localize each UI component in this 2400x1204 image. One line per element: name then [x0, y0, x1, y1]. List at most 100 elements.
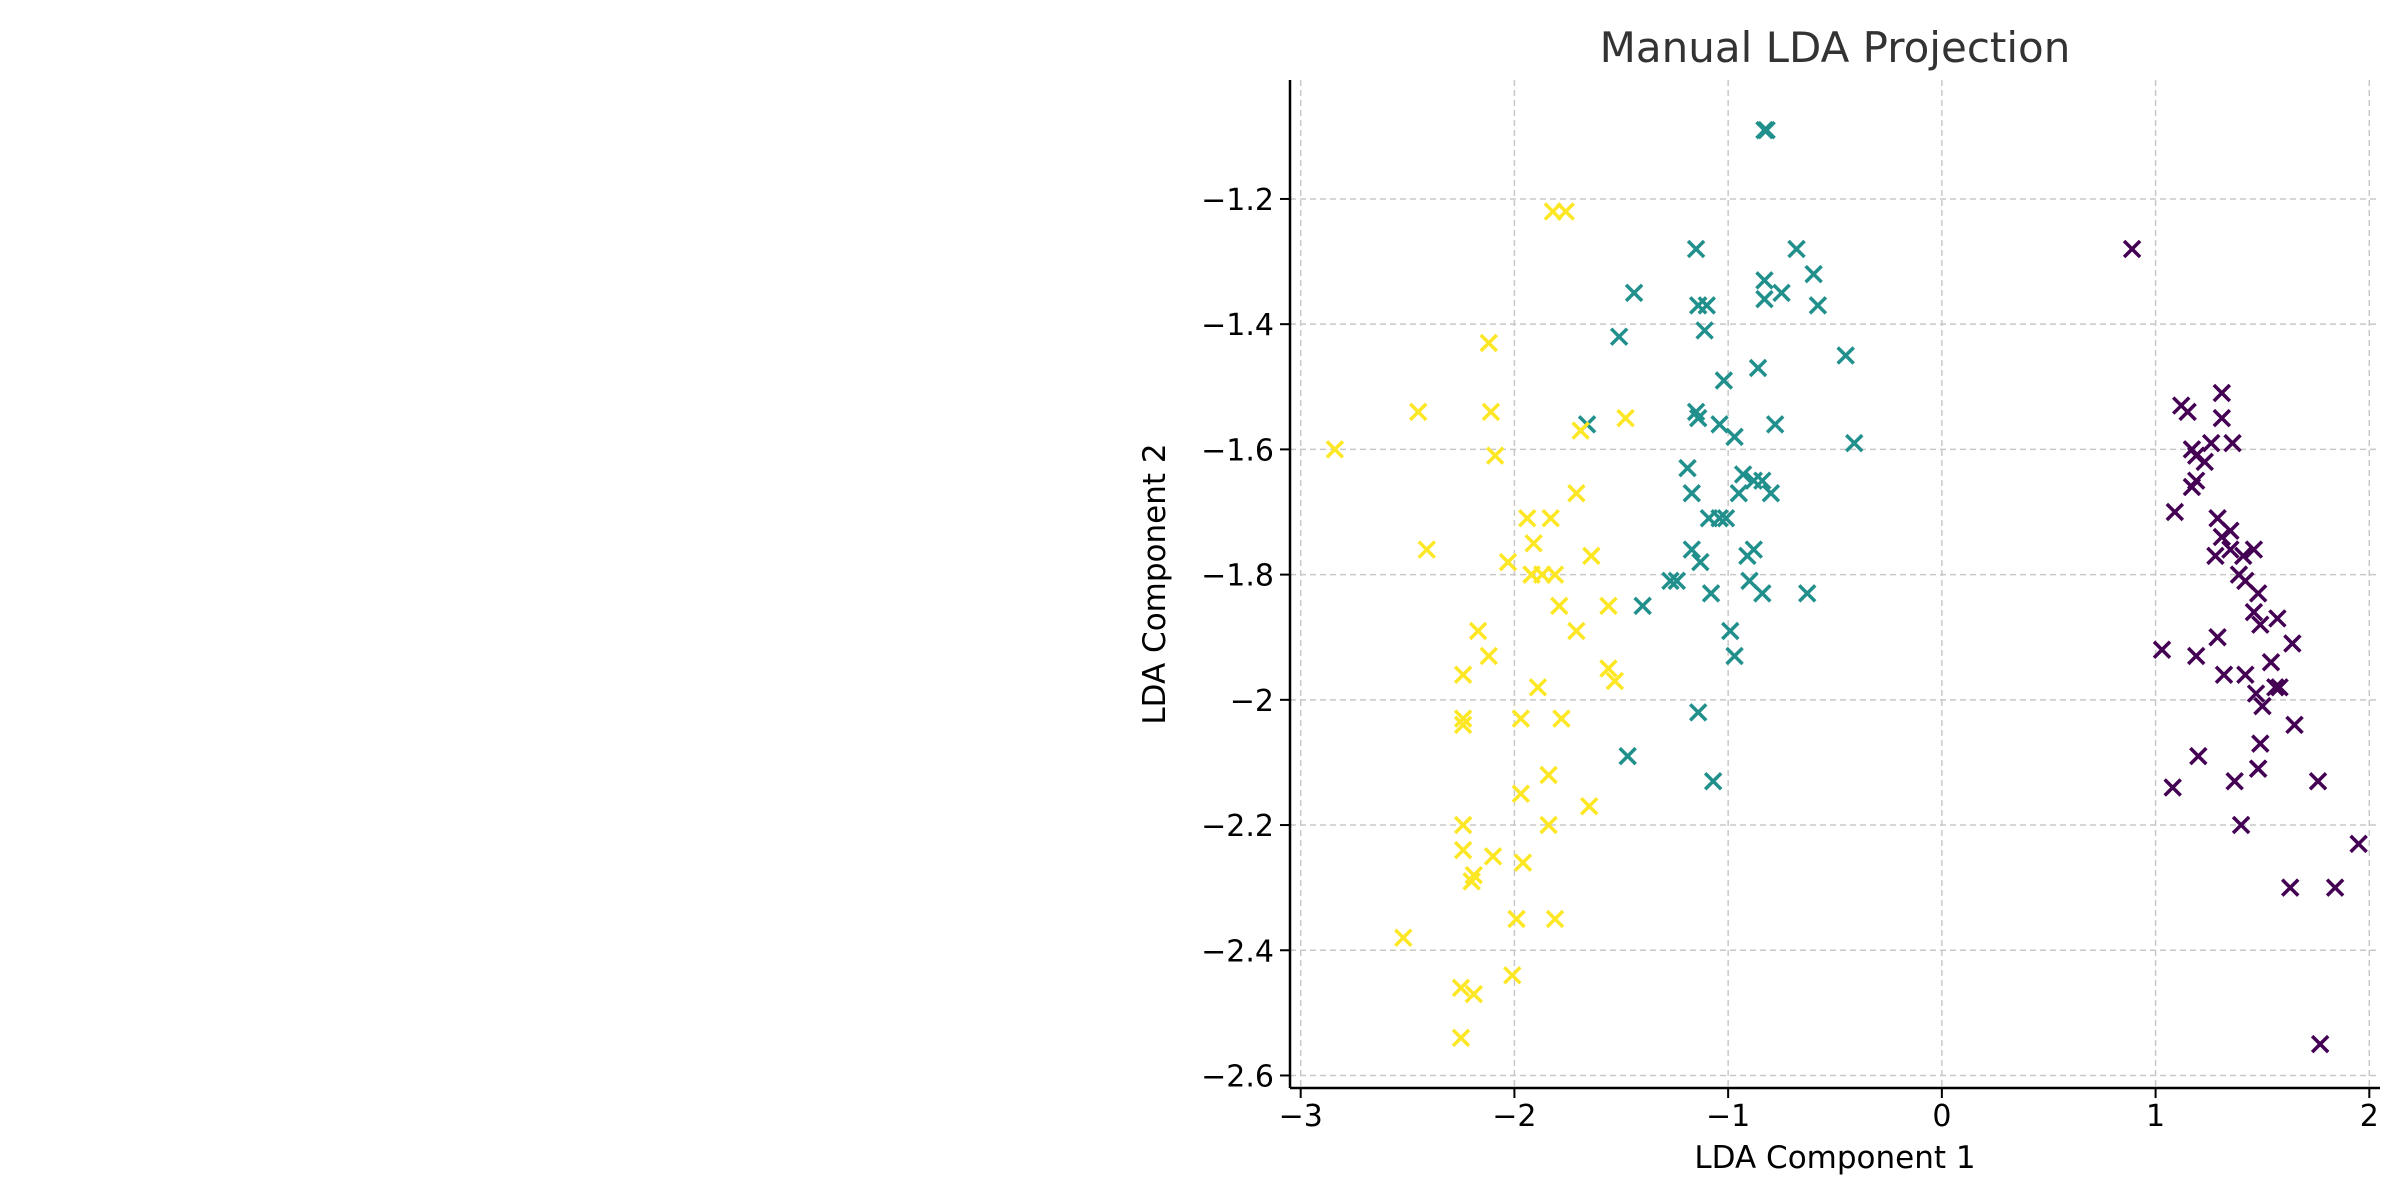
- data-point: [1451, 978, 1471, 998]
- data-point: [1479, 646, 1498, 666]
- x-tick-label: 1: [2146, 1099, 2165, 1134]
- data-point: [1682, 540, 1702, 559]
- data-point: [2325, 878, 2345, 897]
- y-axis-label: LDA Component 2: [1137, 443, 1173, 724]
- data-point: [1599, 659, 1618, 678]
- data-point: [1686, 239, 1706, 259]
- data-point: [1552, 709, 1571, 728]
- data-point: [2236, 665, 2255, 685]
- data-point: [2186, 471, 2206, 490]
- data-point: [1464, 984, 1484, 1004]
- data-point: [1753, 471, 1772, 490]
- data-point: [1556, 202, 1575, 221]
- data-point: [2214, 665, 2234, 685]
- data-point: [1485, 446, 1505, 465]
- data-point: [2285, 715, 2304, 735]
- data-point: [2212, 408, 2232, 428]
- data-point: [1511, 709, 1531, 728]
- data-points: [1325, 120, 2368, 1054]
- data-point: [1507, 909, 1526, 929]
- data-point: [1539, 765, 1558, 785]
- data-point: [1667, 571, 1687, 591]
- x-axis-label: LDA Component 1: [1694, 1140, 1975, 1176]
- data-point: [1567, 621, 1586, 641]
- data-point: [1417, 540, 1437, 559]
- data-point: [1513, 853, 1533, 872]
- data-point: [1755, 271, 1774, 290]
- data-point: [1479, 333, 1498, 353]
- data-point: [1688, 296, 1708, 315]
- data-point: [1545, 565, 1565, 584]
- data-point: [2208, 627, 2227, 647]
- data-point: [1697, 296, 1716, 315]
- x-tick-label: −2: [1492, 1099, 1536, 1134]
- data-point: [1688, 408, 1708, 428]
- y-tick-label: −1.2: [1201, 183, 1274, 218]
- data-point: [1453, 815, 1473, 835]
- data-point: [2248, 759, 2268, 778]
- data-point: [1522, 565, 1541, 584]
- data-point: [1757, 120, 1776, 140]
- data-point: [1695, 321, 1714, 340]
- data-point: [1524, 534, 1543, 553]
- data-point: [1738, 546, 1757, 566]
- data-point: [2225, 771, 2244, 791]
- x-tick-label: 2: [2360, 1099, 2379, 1134]
- data-point: [1725, 427, 1744, 447]
- data-point: [1498, 552, 1518, 572]
- data-point: [2244, 540, 2264, 559]
- data-point: [1550, 596, 1569, 616]
- data-point: [1605, 671, 1625, 691]
- gridlines: [1290, 80, 2380, 1088]
- data-point: [2201, 433, 2221, 453]
- data-point: [1661, 571, 1680, 591]
- data-point: [1787, 239, 1806, 259]
- data-point: [1765, 415, 1785, 434]
- series-0: [2122, 239, 2368, 1054]
- series-1: [1577, 120, 1864, 791]
- data-point: [1528, 678, 1548, 697]
- y-tick-label: −1.8: [1201, 559, 1274, 594]
- data-point: [1678, 458, 1697, 478]
- ticks: −3 −2 −1 0 1 2 −2.6 −2.4 −2.2 −2 −1.8 −1.6 −1.4 −1.2: [1201, 183, 2379, 1134]
- x-tick-label: 0: [1932, 1099, 1951, 1134]
- data-point: [1599, 596, 1618, 616]
- data-point: [2178, 402, 2197, 422]
- data-point: [1748, 358, 1768, 378]
- data-point: [2248, 584, 2268, 603]
- data-point: [1633, 596, 1652, 616]
- data-point: [1729, 483, 1749, 503]
- data-point: [2283, 634, 2302, 653]
- data-point: [2186, 646, 2206, 666]
- data-point: [1409, 402, 1428, 422]
- data-point: [1567, 483, 1586, 503]
- data-point: [2349, 834, 2368, 854]
- data-point: [1691, 552, 1710, 572]
- data-point: [1539, 815, 1558, 835]
- data-point: [1582, 546, 1601, 566]
- data-point: [1797, 584, 1817, 603]
- series-2: [1325, 202, 1635, 1048]
- data-point: [1616, 408, 1635, 428]
- data-point: [2266, 678, 2285, 697]
- data-point: [1468, 621, 1488, 641]
- data-point: [1325, 440, 1345, 459]
- y-tick-label: −1.4: [1201, 308, 1274, 343]
- data-point: [2152, 640, 2172, 659]
- data-point: [1688, 703, 1708, 722]
- data-point: [1753, 584, 1772, 603]
- data-point: [1541, 509, 1560, 528]
- data-point: [1716, 509, 1736, 528]
- y-tick-label: −2.2: [1201, 809, 1274, 844]
- data-point: [1394, 928, 1413, 947]
- axes: [1288, 80, 2380, 1090]
- data-point: [1511, 784, 1531, 803]
- data-point: [1733, 465, 1753, 484]
- data-point: [1453, 715, 1473, 735]
- data-point: [1545, 909, 1565, 929]
- data-point: [1725, 646, 1744, 666]
- x-tick-label: −3: [1279, 1099, 1323, 1134]
- data-point: [2268, 609, 2287, 628]
- data-point: [1804, 264, 1823, 284]
